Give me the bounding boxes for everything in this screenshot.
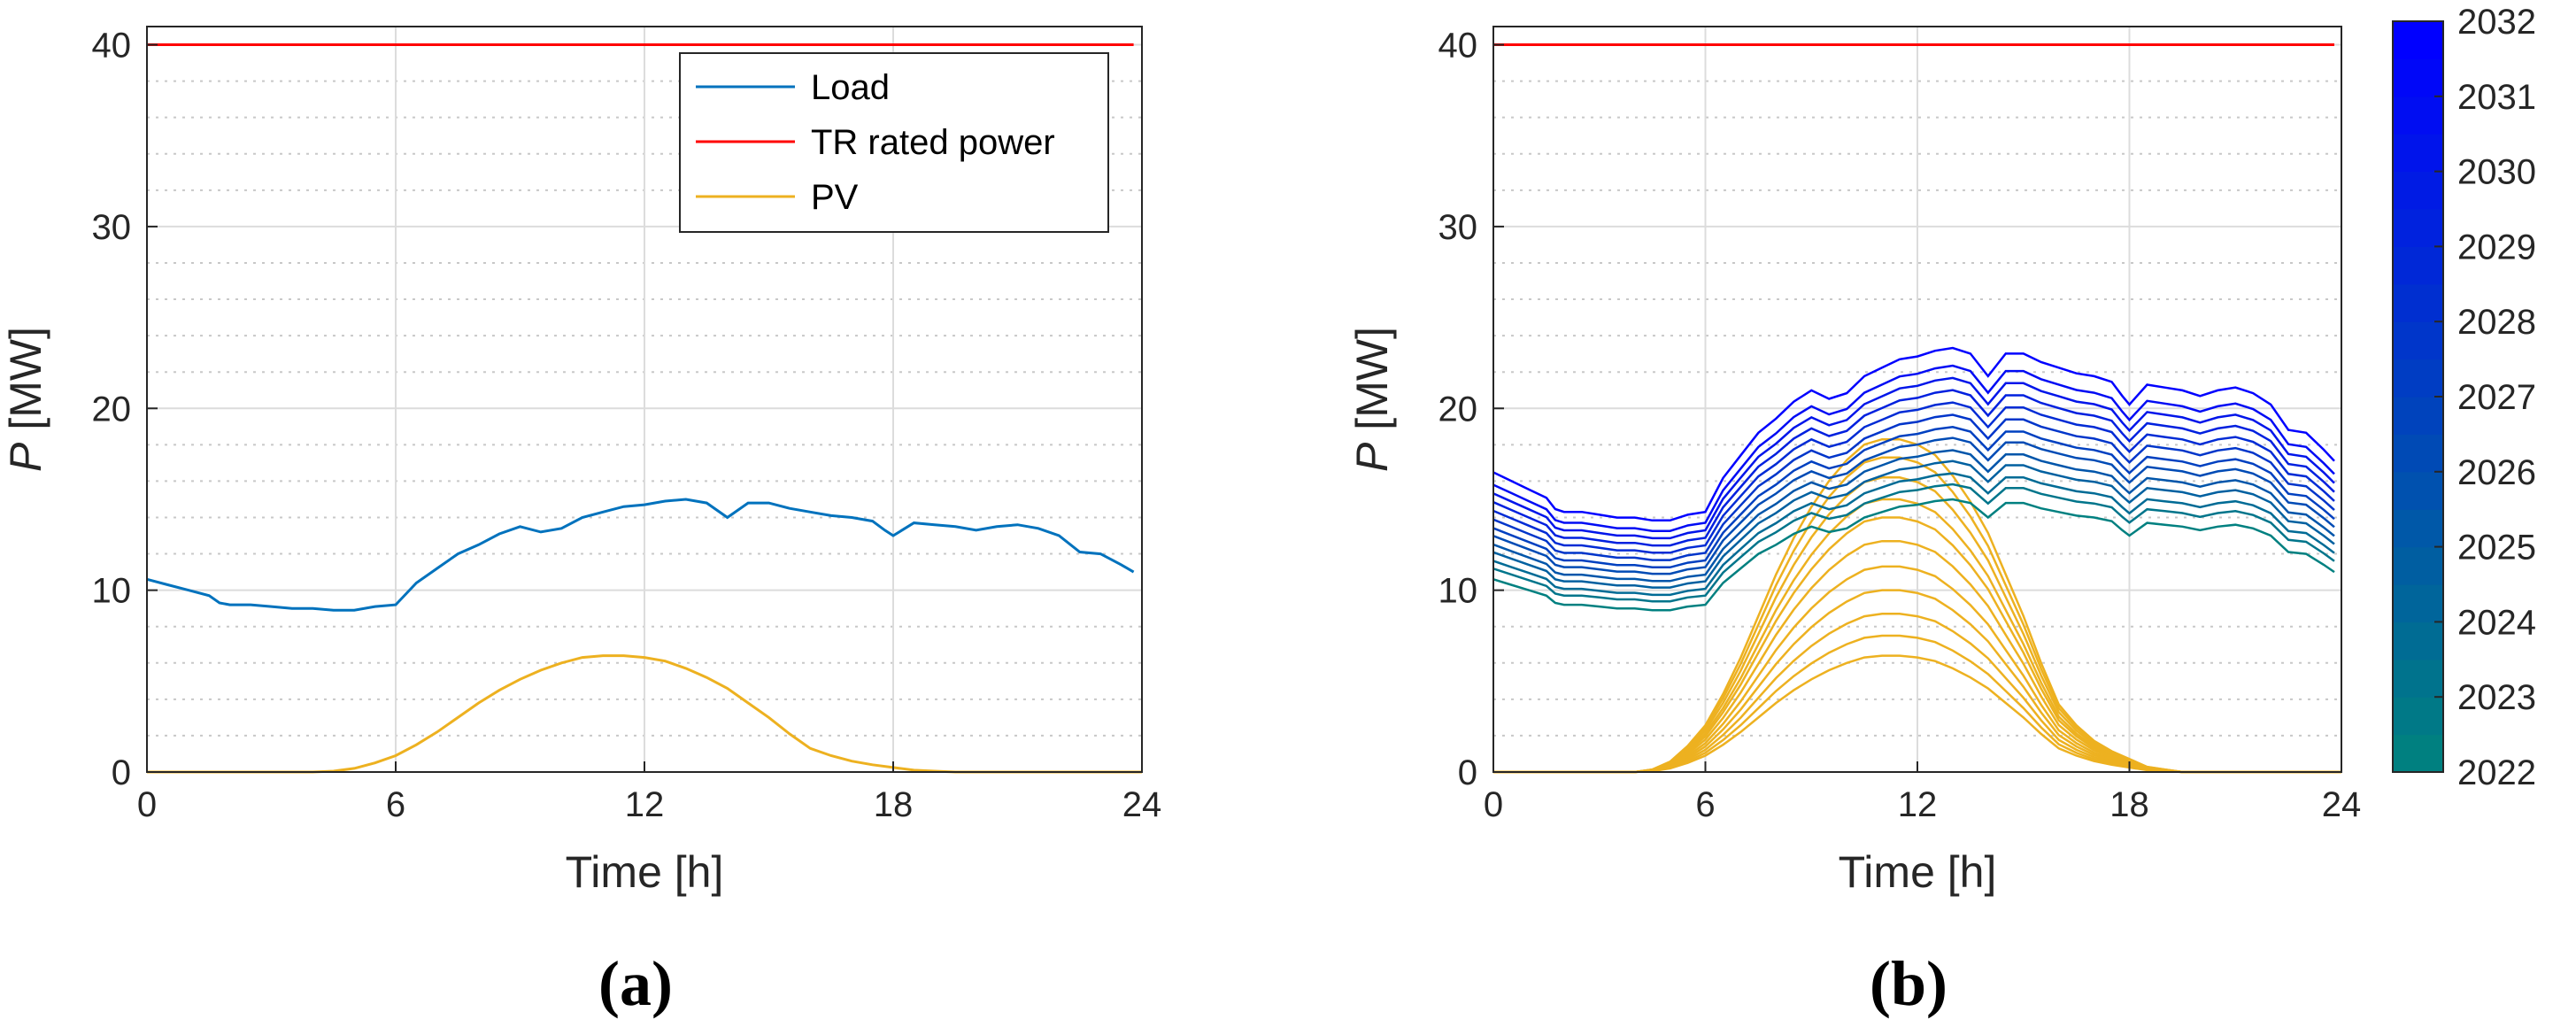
series-line-load-curve [1492,376,2335,540]
colorbar-swatch [2393,134,2443,173]
legend-label-pv: PV [811,178,859,217]
y-tick-label: 30 [92,208,132,247]
chart-panel-a: 0 6 12 18 24 0 10 20 30 40 Time [h] P [MW] Load TR… [1,26,1162,1019]
colorbar-years: 2022 2023 2024 2025 2026 2027 2028 2029 2030 2031… [2392,3,2536,792]
tick-labels-a: 0 6 12 18 24 0 10 20 30 40 [92,27,1162,824]
legend-label-tr-rated-power: TR rated power [811,123,1055,162]
x-tick-label: 12 [1898,785,1938,824]
x-tick-label: 18 [874,785,914,824]
legend-a: Load TR rated power PV [679,52,1109,233]
y-axis-label-symbol-b: P [1347,442,1397,472]
colorbar-swatch [2393,697,2443,736]
x-tick-label: 6 [1695,785,1715,824]
colorbar-tick-label: 2028 [2457,303,2536,342]
colorbar-swatch [2393,434,2443,473]
y-axis-label-unit-b: [MW] [1347,327,1397,443]
x-tick-label: 6 [386,785,405,824]
colorbar-tick-label: 2026 [2457,453,2536,492]
y-tick-label: 30 [1438,208,1478,247]
x-tick-label: 24 [2322,785,2362,824]
colorbar-swatch [2393,584,2443,622]
series-line-load-curve [1492,498,2335,612]
colorbar-tick-label: 2029 [2457,228,2536,266]
series-line-load-curve [1492,346,2335,522]
series-line-load-curve [1492,401,2335,554]
colorbar-tick-label: 2022 [2457,753,2536,792]
tick-labels-b: 0 6 12 18 24 0 10 20 30 40 [1438,27,2362,824]
y-axis-label-symbol-a: P [1,442,50,472]
colorbar-swatch [2393,546,2443,585]
x-axis-label-b: Time [h] [1839,847,1997,897]
series-line-load-curve [1492,389,2335,547]
colorbar-swatch [2393,209,2443,247]
series-line-pv-2032 [1493,437,2341,774]
colorbar-swatch [2393,171,2443,210]
x-axis-label-a: Time [h] [566,847,724,897]
x-tick-label: 12 [625,785,665,824]
series-lines-a [146,43,1142,774]
colorbar-swatch [2393,21,2443,59]
panel-caption-a: (a) [598,948,673,1019]
colorbar-swatch [2393,509,2443,548]
series-line-load-curve [1492,436,2335,575]
y-tick-label: 20 [1438,390,1478,429]
grid-lines-b [1492,27,2342,773]
colorbar-swatch [2393,659,2443,698]
series-line-load-curve [1492,364,2335,532]
y-tick-label: 10 [1438,572,1478,611]
series-line-load-curve [1492,472,2335,597]
chart-panel-b: 0 6 12 18 24 0 10 20 30 40 Time [h] P [MW] (b) [1347,26,2362,1019]
y-tick-label: 40 [92,27,132,66]
y-axis-label-b: P [MW] [1347,327,1397,472]
panel-caption-b: (b) [1870,948,1947,1019]
colorbar-swatch [2393,321,2443,360]
x-tick-label: 18 [2109,785,2149,824]
colorbar-tick-label: 2025 [2457,529,2536,568]
colorbar-tick-label: 2027 [2457,378,2536,417]
y-tick-label: 0 [1458,753,1477,792]
series-line-load-curve [1492,483,2335,603]
colorbar-swatch [2393,283,2443,322]
y-tick-label: 20 [92,390,132,429]
colorbar-swatch [2393,397,2443,435]
series-line-pv [147,654,1142,774]
y-tick-label: 10 [92,572,132,611]
series-line-load-curve [1492,426,2335,569]
colorbar-swatch [2393,58,2443,97]
series-lines-b [1492,43,2341,774]
colorbar-swatch [2393,246,2443,285]
colorbar-tick-label: 2024 [2457,603,2536,642]
colorbar-tick-label: 2031 [2457,78,2536,117]
colorbar-swatch [2393,734,2443,773]
y-tick-label: 0 [112,753,131,792]
colorbar-swatch [2393,471,2443,510]
colorbar-tick-label: 2023 [2457,678,2536,717]
x-tick-label: 0 [137,785,157,824]
colorbar-swatch [2393,359,2443,398]
y-axis-label-a: P [MW] [1,327,50,472]
series-line-load-curve [1492,449,2335,583]
colorbar-swatch [2393,622,2443,660]
x-tick-label: 24 [1122,785,1162,824]
colorbar-tick-label: 2032 [2457,3,2536,42]
x-tick-label: 0 [1484,785,1503,824]
series-line-load-curve [1492,413,2335,561]
series-line-load-curve [1492,459,2335,589]
series-line-load [146,498,1135,612]
legend-label-load: Load [811,68,890,107]
colorbar-tick-label: 2030 [2457,153,2536,192]
y-tick-label: 40 [1438,27,1478,66]
y-axis-label-unit-a: [MW] [1,327,50,443]
colorbar-swatch [2393,96,2443,135]
